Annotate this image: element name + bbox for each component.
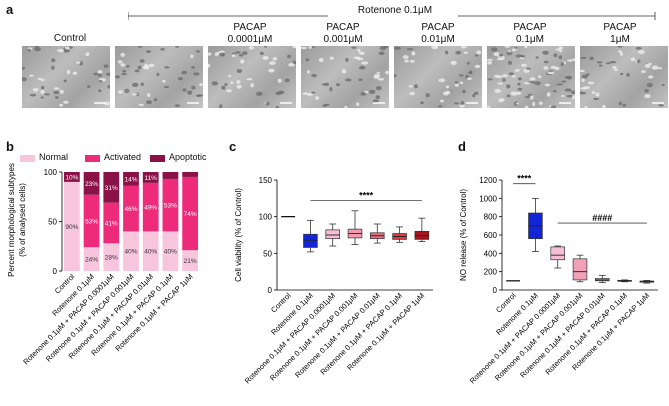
- bar-label-b-apoptotic-3: 14%: [124, 176, 137, 183]
- bar-b-activated-3: [123, 185, 139, 232]
- micrograph-5: [487, 46, 575, 108]
- bar-label-b-activated-5: 53%: [164, 203, 177, 210]
- bar-b-normal-5: [162, 231, 179, 271]
- chart-d: NO release (% of Control) 0 200 400 600 800 10…: [459, 174, 658, 385]
- bar-label-b-normal-6: 21%: [184, 258, 197, 265]
- bar-label-b-normal-0: 90%: [65, 224, 78, 231]
- ytick-d-0: 0: [493, 286, 498, 295]
- rotenone-header: Rotenone 0.1μM: [357, 5, 433, 16]
- bar-b-apoptotic-2: [103, 172, 120, 203]
- ylabel-d: NO release (% of Control): [459, 189, 468, 281]
- label-pacap-1: PACAP 1μM: [603, 22, 637, 45]
- panel-c-letter: c: [229, 139, 237, 154]
- bar-label-b-apoptotic-2: 31%: [105, 185, 118, 192]
- legend-swatch-normal: [20, 155, 35, 162]
- chart-c: Cell viability (% of Control) 0 50 100 150 **…: [234, 176, 433, 385]
- bar-b-normal-0: [63, 181, 80, 271]
- sig-label-d-0: ****: [517, 174, 532, 184]
- bar-b-apoptotic-3: [123, 172, 139, 186]
- bar-b-activated-1: [83, 194, 100, 248]
- bar-label-b-activated-2: 41%: [105, 220, 118, 227]
- bar-b-normal-3: [123, 231, 139, 271]
- ytick-b-2: 100: [44, 168, 58, 177]
- legend-label-apoptotic: Apoptotic: [169, 152, 207, 162]
- bar-label-b-normal-5: 40%: [164, 249, 177, 256]
- box-d-2: [550, 246, 565, 261]
- ytick-d-3: 600: [484, 231, 498, 240]
- micrograph-4: [394, 46, 482, 108]
- legend-swatch-activated: [85, 155, 100, 162]
- bar-b-normal-1: [83, 247, 100, 271]
- ytick-d-5: 1000: [479, 194, 497, 203]
- bar-label-b-apoptotic-1: 23%: [85, 181, 98, 188]
- bar-label-b-activated-4: 49%: [144, 205, 157, 212]
- ytick-d-1: 200: [484, 268, 498, 277]
- bar-label-b-apoptotic-4: 11%: [144, 175, 157, 182]
- micrograph-0: [22, 46, 110, 108]
- box-c-2: [325, 229, 340, 240]
- ytick-d-6: 1200: [479, 176, 497, 185]
- label-pacap-001: PACAP 0.01μM: [421, 22, 455, 45]
- sig-label-d-1: ####: [592, 213, 612, 223]
- bar-label-b-activated-6: 74%: [184, 211, 197, 218]
- ytick-c-3: 150: [259, 176, 273, 185]
- bar-b-apoptotic-5: [162, 172, 179, 179]
- ylabel-b-0: Percent morphological subtypes: [7, 163, 16, 277]
- rotenone-bracket: [127, 8, 656, 20]
- micrograph-2: [208, 46, 296, 108]
- bar-label-b-normal-4: 40%: [144, 249, 157, 256]
- ytick-d-4: 800: [484, 213, 498, 222]
- bar-label-b-apoptotic-0: 10%: [65, 174, 78, 181]
- bar-b-normal-2: [103, 243, 120, 271]
- bar-b-activated-4: [142, 182, 159, 232]
- ylabel-b-1: (% of analysed cells): [18, 183, 27, 257]
- bar-label-b-activated-1: 53%: [85, 219, 98, 226]
- ytick-d-2: 400: [484, 249, 498, 258]
- bar-label-b-activated-3: 46%: [124, 206, 137, 213]
- box-c-1: [303, 233, 318, 248]
- legend-label-activated: Activated: [104, 152, 142, 162]
- legend-b: Normal Activated Apoptotic: [20, 152, 220, 166]
- legend-label-normal: Normal: [39, 152, 69, 162]
- sig-label-c-0: ****: [359, 191, 374, 201]
- micrograph-3: [301, 46, 389, 108]
- ytick-c-1: 50: [263, 249, 272, 258]
- bar-b-apoptotic-4: [142, 172, 159, 183]
- legend-swatch-apoptotic: [150, 155, 165, 162]
- chart-b: Percent morphological subtypes (% of anal…: [7, 163, 199, 366]
- bar-b-apoptotic-6: [182, 172, 199, 177]
- bar-b-activated-2: [103, 202, 120, 244]
- label-pacap-01: PACAP 0.1μM: [513, 22, 547, 45]
- panel-b-letter: b: [6, 139, 14, 154]
- bar-b-activated-6: [182, 176, 199, 251]
- ytick-b-1: 50: [48, 218, 57, 227]
- bar-b-apoptotic-1: [83, 172, 100, 195]
- label-pacap-0001: PACAP 0.001μM: [323, 22, 363, 45]
- ytick-c-2: 100: [259, 213, 273, 222]
- label-pacap-00001: PACAP 0.0001μM: [227, 22, 273, 45]
- bar-label-b-normal-2: 28%: [105, 255, 118, 262]
- label-control: Control: [53, 33, 87, 44]
- ylabel-c: Cell viability (% of Control): [234, 188, 243, 282]
- bar-b-activated-5: [162, 178, 179, 232]
- panel-d-letter: d: [458, 139, 466, 154]
- ytick-b-0: 0: [53, 267, 58, 276]
- micrograph-1: [115, 46, 203, 108]
- ytick-c-0: 0: [268, 286, 273, 295]
- bar-label-b-normal-3: 40%: [124, 249, 137, 256]
- bar-b-apoptotic-0: [63, 172, 80, 182]
- panel-a-letter: a: [6, 2, 14, 17]
- bar-label-b-normal-1: 24%: [85, 257, 98, 264]
- bar-b-normal-6: [182, 250, 199, 271]
- box-d-3: [572, 258, 588, 281]
- bar-b-normal-4: [142, 231, 159, 271]
- micrograph-6: [580, 46, 668, 108]
